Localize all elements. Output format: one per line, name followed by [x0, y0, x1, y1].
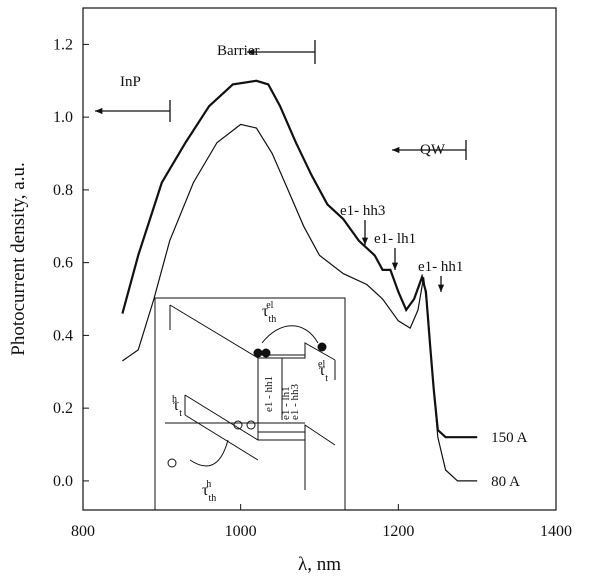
electron: [261, 348, 271, 358]
well: [257, 358, 283, 420]
inset-label: τtel: [318, 359, 328, 384]
symbol: τ: [202, 482, 209, 499]
hole-hop: [189, 439, 229, 467]
arrow-head: [392, 146, 400, 154]
hole: [167, 458, 177, 468]
hole: [246, 420, 256, 430]
inset-label: τth h: [202, 479, 216, 504]
superscript: h: [206, 479, 211, 490]
symbol: τ: [262, 303, 269, 320]
inset-level-label: e1 - lh1: [280, 386, 292, 420]
arrow-head: [437, 284, 445, 292]
arrow-head: [247, 48, 255, 56]
inset-frame: [154, 297, 346, 511]
y-tick-label: 0.0: [53, 473, 73, 490]
symbol: τ: [173, 397, 180, 414]
y-tick-label: 0.2: [53, 400, 73, 417]
y-tick-label: 0.4: [53, 327, 73, 344]
electron-hop: [261, 325, 319, 344]
y-tick-label: 1.2: [53, 36, 73, 53]
annotation: e1- hh1: [418, 259, 463, 275]
series-label: 80 A: [491, 474, 520, 490]
conduction-band: [169, 304, 336, 361]
symbol: τ: [319, 362, 326, 379]
valence-band: [184, 394, 336, 490]
arrow-head: [361, 237, 369, 245]
annotation: InP: [120, 74, 141, 90]
subscript: th: [208, 493, 216, 504]
x-tick-label: 1200: [382, 523, 414, 540]
y-axis-label: Photocurrent density, a.u.: [8, 162, 29, 355]
electron: [317, 342, 327, 352]
annotation: e1- lh1: [374, 231, 416, 247]
superscript: el: [318, 359, 325, 370]
subscript: t: [325, 373, 328, 384]
arrow-head: [95, 107, 103, 115]
subscript: th: [268, 314, 276, 325]
band-edge: [169, 305, 336, 380]
inset-level-label: e1 - hh1: [263, 376, 275, 412]
annotation: e1- hh3: [340, 203, 385, 219]
y-tick-label: 0.6: [53, 255, 73, 272]
arrow-head: [391, 262, 399, 270]
inset-level-label: e1 - hh3: [289, 383, 301, 420]
x-tick-label: 800: [71, 523, 95, 540]
electron: [253, 348, 263, 358]
inset-label: τth el: [262, 300, 276, 325]
x-tick-label: 1000: [225, 523, 257, 540]
y-tick-label: 1.0: [53, 109, 73, 126]
inset-label: τth: [172, 394, 182, 419]
series-line: [122, 123, 478, 482]
superscript: h: [172, 394, 177, 405]
x-tick-label: 1400: [540, 523, 572, 540]
subscript: t: [179, 408, 182, 419]
series-label: 150 A: [491, 430, 527, 446]
inset: [154, 297, 346, 511]
annotation: Barrier: [217, 43, 259, 59]
hole: [233, 420, 243, 430]
x-axis-label: λ, nm: [298, 554, 341, 575]
y-tick-label: 0.8: [53, 182, 73, 199]
superscript: el: [266, 300, 273, 311]
